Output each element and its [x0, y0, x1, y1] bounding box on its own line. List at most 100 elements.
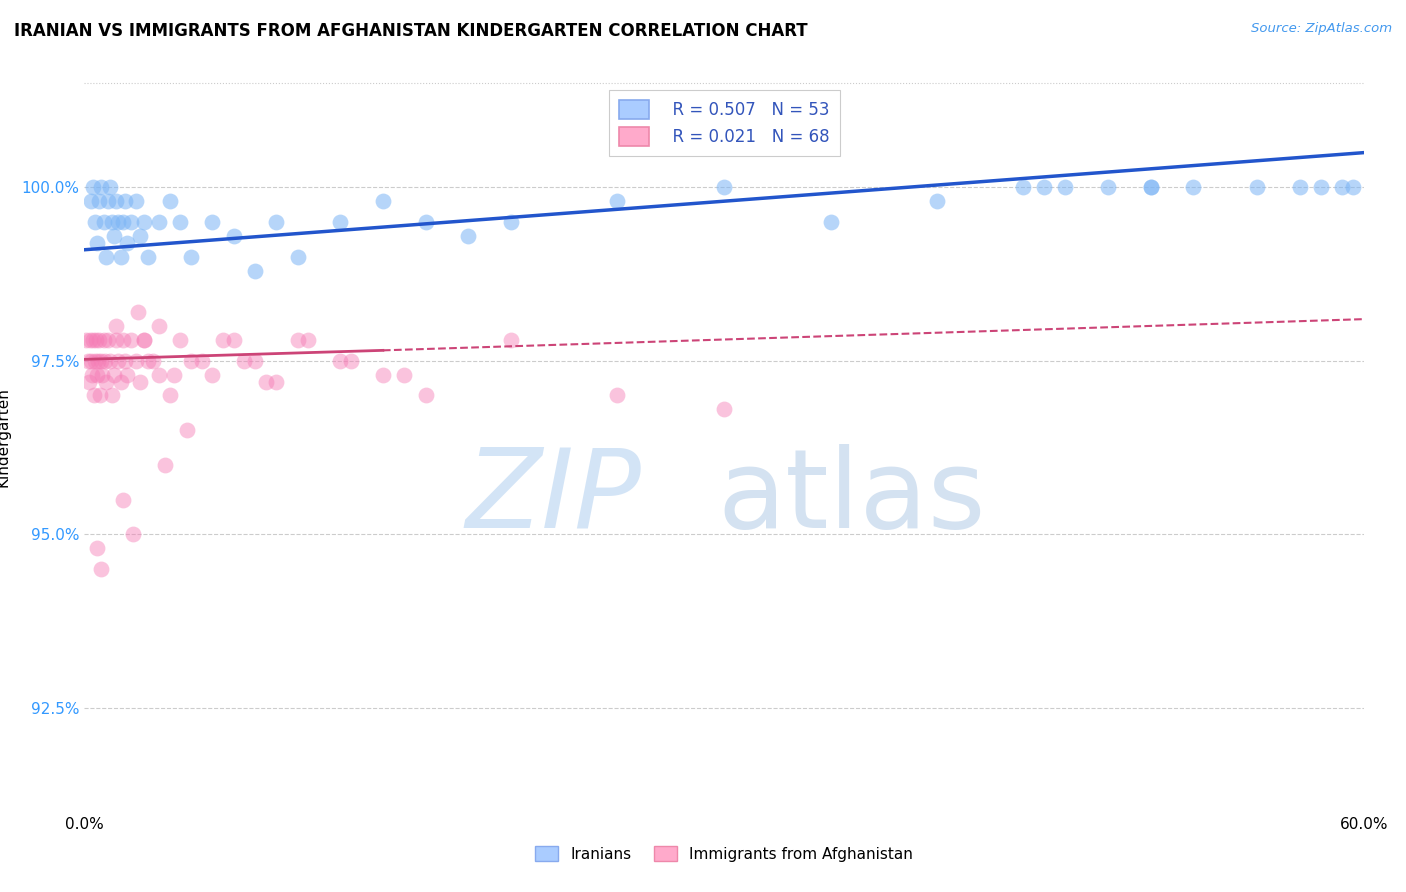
Point: [148, 368, 170, 382]
Text: IRANIAN VS IMMIGRANTS FROM AFGHANISTAN KINDERGARTEN CORRELATION CHART: IRANIAN VS IMMIGRANTS FROM AFGHANISTAN K…: [14, 22, 807, 40]
Point: [159, 388, 181, 402]
Point: [1054, 180, 1077, 194]
Point: [101, 388, 124, 402]
Point: [1288, 180, 1310, 194]
Point: [148, 319, 170, 334]
Point: [287, 250, 309, 264]
Point: [222, 333, 245, 347]
Point: [287, 333, 309, 347]
Point: [93, 353, 115, 368]
Point: [394, 368, 416, 382]
Point: [169, 215, 191, 229]
Point: [163, 368, 186, 382]
Point: [98, 353, 121, 368]
Point: [79, 333, 101, 347]
Point: [90, 180, 112, 194]
Point: [86, 368, 108, 382]
Point: [110, 250, 132, 264]
Point: [329, 353, 352, 368]
Point: [82, 333, 104, 347]
Point: [1182, 180, 1205, 194]
Point: [190, 353, 212, 368]
Point: [169, 333, 191, 347]
Point: [243, 263, 266, 277]
Y-axis label: Kindergarten: Kindergarten: [0, 387, 10, 487]
Point: [371, 368, 394, 382]
Point: [233, 353, 256, 368]
Point: [97, 333, 120, 347]
Point: [142, 353, 165, 368]
Text: ZIP: ZIP: [465, 443, 641, 550]
Point: [201, 215, 224, 229]
Point: [254, 375, 277, 389]
Point: [132, 215, 155, 229]
Point: [115, 235, 138, 250]
Point: [201, 368, 224, 382]
Point: [80, 353, 103, 368]
Point: [93, 215, 115, 229]
Point: [212, 333, 235, 347]
Point: [138, 250, 160, 264]
Point: [87, 353, 110, 368]
Point: [713, 180, 735, 194]
Point: [1011, 180, 1033, 194]
Point: [128, 228, 150, 243]
Point: [110, 375, 132, 389]
Point: [120, 215, 142, 229]
Point: [138, 353, 160, 368]
Point: [415, 388, 437, 402]
Point: [94, 250, 117, 264]
Point: [120, 333, 142, 347]
Point: [90, 562, 112, 576]
Point: [89, 194, 111, 209]
Point: [80, 194, 103, 209]
Point: [264, 375, 288, 389]
Point: [127, 305, 149, 319]
Point: [457, 228, 479, 243]
Point: [77, 375, 100, 389]
Point: [94, 375, 117, 389]
Point: [122, 527, 145, 541]
Text: atlas: atlas: [718, 443, 986, 550]
Point: [927, 194, 949, 209]
Point: [1033, 180, 1056, 194]
Point: [80, 368, 103, 382]
Point: [1331, 180, 1354, 194]
Point: [243, 353, 266, 368]
Point: [499, 215, 522, 229]
Point: [155, 458, 177, 472]
Point: [103, 368, 125, 382]
Point: [84, 353, 107, 368]
Point: [1246, 180, 1268, 194]
Point: [1139, 180, 1161, 194]
Point: [132, 333, 155, 347]
Point: [1310, 180, 1333, 194]
Point: [128, 375, 150, 389]
Point: [132, 333, 155, 347]
Point: [111, 492, 134, 507]
Point: [111, 215, 134, 229]
Point: [76, 353, 98, 368]
Point: [114, 353, 136, 368]
Point: [329, 215, 352, 229]
Point: [114, 194, 136, 209]
Point: [297, 333, 319, 347]
Point: [124, 353, 146, 368]
Point: [105, 319, 128, 334]
Point: [97, 194, 120, 209]
Point: [1139, 180, 1161, 194]
Point: [222, 228, 245, 243]
Point: [105, 333, 128, 347]
Point: [82, 180, 104, 194]
Point: [606, 388, 628, 402]
Point: [103, 228, 125, 243]
Point: [89, 333, 111, 347]
Point: [84, 215, 107, 229]
Point: [820, 215, 842, 229]
Point: [101, 215, 124, 229]
Point: [180, 250, 202, 264]
Point: [111, 333, 134, 347]
Point: [86, 235, 108, 250]
Point: [340, 353, 363, 368]
Point: [148, 215, 170, 229]
